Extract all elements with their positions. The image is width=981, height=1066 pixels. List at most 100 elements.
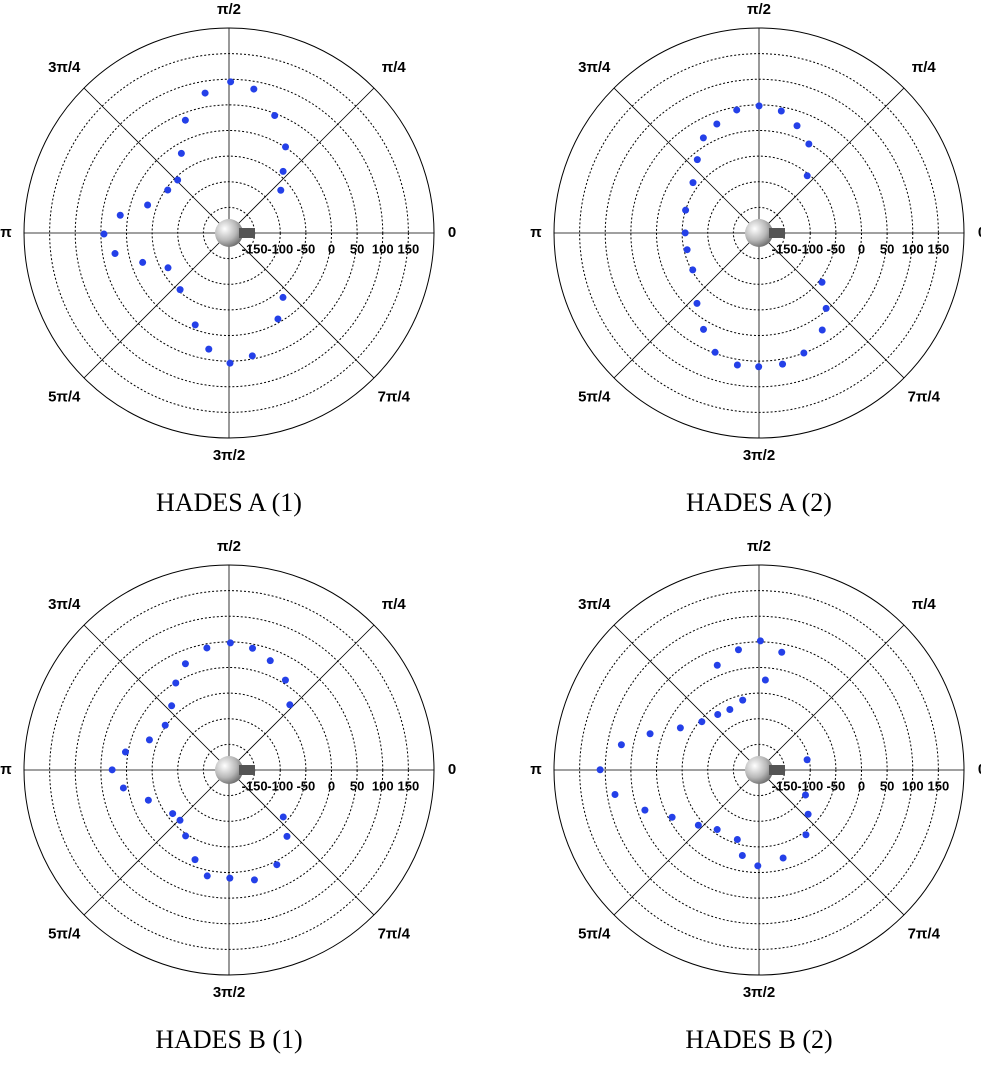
- theta-tick-label: 5π/4: [578, 389, 611, 406]
- theta-tick-label: π: [530, 761, 542, 778]
- r-tick-label: 150: [398, 778, 420, 793]
- data-point: [668, 813, 676, 821]
- grid-spoke: [613, 624, 760, 771]
- data-point: [713, 661, 721, 669]
- data-point: [822, 304, 830, 312]
- data-point: [286, 701, 294, 709]
- grid-spoke: [758, 232, 905, 379]
- data-point: [203, 872, 211, 880]
- data-point: [676, 724, 684, 732]
- theta-tick-label: 7π/4: [908, 389, 941, 406]
- data-point: [756, 637, 764, 645]
- grid-spoke: [83, 624, 230, 771]
- data-point: [711, 348, 719, 356]
- theta-tick-label: π/2: [217, 538, 241, 555]
- grid-spoke: [613, 232, 760, 379]
- theta-tick-label: 5π/4: [578, 926, 611, 943]
- grid-spoke: [758, 87, 905, 234]
- data-point: [271, 111, 279, 119]
- data-point: [818, 326, 826, 334]
- data-point: [646, 730, 654, 738]
- data-point: [641, 806, 649, 814]
- r-tick-label: -50: [826, 778, 845, 793]
- data-point: [733, 106, 741, 114]
- grid-spoke: [613, 769, 760, 916]
- data-point: [739, 696, 747, 704]
- data-point: [273, 861, 281, 869]
- data-point: [181, 660, 189, 668]
- theta-tick-label: 7π/4: [378, 389, 411, 406]
- r-tick-label: 50: [350, 241, 364, 256]
- data-point: [226, 874, 234, 882]
- detector-cable: [239, 228, 255, 238]
- data-point: [174, 176, 182, 184]
- data-point: [226, 639, 234, 647]
- theta-tick-label: π: [530, 224, 542, 241]
- data-point: [803, 172, 811, 180]
- data-point: [596, 766, 604, 774]
- data-point: [714, 710, 722, 718]
- theta-tick-label: 3π/4: [578, 596, 611, 613]
- data-point: [617, 741, 625, 749]
- data-point: [182, 832, 190, 840]
- polar-chart: -150-100-50 0 50 100 150 0 π/4 π/2 3π/4 π 5π/4 3π/2…: [0, 1, 456, 517]
- theta-tick-label: π/2: [747, 538, 771, 555]
- theta-tick-label: 3π/2: [213, 447, 245, 464]
- chart-title: HADES A (1): [156, 488, 302, 517]
- r-tick-label: -150: [242, 241, 268, 256]
- data-point: [700, 325, 708, 333]
- data-point: [694, 821, 702, 829]
- data-point: [738, 852, 746, 860]
- r-tick-label: 0: [858, 778, 865, 793]
- data-point: [279, 293, 287, 301]
- data-point: [801, 791, 809, 799]
- theta-tick-label: 0: [978, 761, 981, 778]
- r-tick-label: -150: [772, 241, 798, 256]
- polar-chart: -150-100-50 0 50 100 150 0 π/4 π/2 3π/4 π 5π/4 3π/2…: [530, 1, 981, 517]
- data-point: [778, 648, 786, 656]
- r-tick-label: 0: [328, 778, 335, 793]
- data-point: [227, 78, 235, 86]
- r-tick-label: 50: [880, 778, 894, 793]
- data-point: [161, 721, 169, 729]
- data-point: [804, 810, 812, 818]
- theta-tick-label: π/2: [217, 1, 241, 18]
- theta-tick-label: 7π/4: [378, 926, 411, 943]
- r-tick-label: 50: [880, 241, 894, 256]
- data-point: [713, 826, 721, 834]
- data-point: [145, 736, 153, 744]
- r-tick-label: -50: [296, 241, 315, 256]
- r-tick-label: 100: [902, 778, 924, 793]
- data-point: [713, 120, 721, 128]
- theta-tick-label: π: [0, 761, 12, 778]
- detector: [745, 756, 773, 784]
- data-point: [226, 359, 234, 367]
- data-point: [191, 856, 199, 864]
- data-point: [250, 85, 258, 93]
- grid-spoke: [228, 769, 375, 916]
- data-point: [779, 854, 787, 862]
- r-tick-label: 150: [398, 241, 420, 256]
- r-tick-label: -150: [772, 778, 798, 793]
- r-tick-label: 0: [328, 241, 335, 256]
- r-tick-label: -150: [242, 778, 268, 793]
- data-point: [279, 813, 287, 821]
- data-point: [164, 264, 172, 272]
- data-point: [250, 876, 258, 884]
- data-point: [755, 102, 763, 110]
- theta-tick-label: 0: [978, 224, 981, 241]
- theta-tick-label: 3π/2: [213, 984, 245, 1001]
- data-point: [693, 299, 701, 307]
- data-point: [734, 646, 742, 654]
- data-point: [274, 315, 282, 323]
- chart-title: HADES B (1): [155, 1025, 302, 1054]
- detector-cable: [769, 228, 785, 238]
- theta-tick-label: 3π/4: [48, 596, 81, 613]
- polar-chart: -150-100-50 0 50 100 150 0 π/4 π/2 3π/4 π 5π/4 3π/2…: [0, 538, 456, 1054]
- theta-tick-label: 3π/2: [743, 447, 775, 464]
- theta-tick-label: 7π/4: [908, 926, 941, 943]
- data-point: [191, 321, 199, 329]
- grid-spoke: [228, 232, 375, 379]
- r-tick-label: 100: [902, 241, 924, 256]
